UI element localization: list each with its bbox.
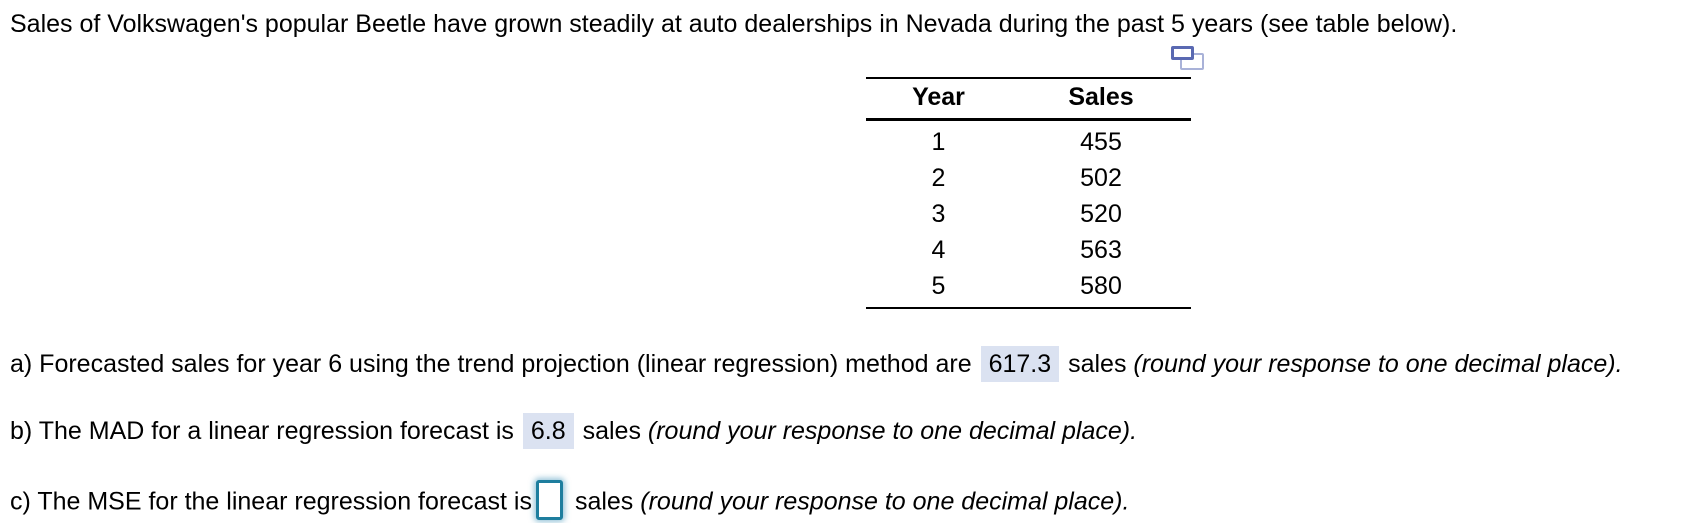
- table-row: 1 455: [866, 120, 1191, 161]
- sales-cell: 520: [1080, 200, 1122, 228]
- question-c-text: c) The MSE for the linear regression for…: [10, 487, 532, 516]
- year-cell: 1: [931, 128, 946, 156]
- table-row: 2 502: [866, 160, 1191, 196]
- rounding-note: (round your response to one decimal plac…: [1133, 350, 1623, 378]
- question-a: a) Forecasted sales for year 6 using the…: [10, 346, 1706, 382]
- problem-statement: Sales of Volkswagen's popular Beetle hav…: [10, 10, 1458, 38]
- sales-cell: 455: [1080, 128, 1122, 156]
- question-b: b) The MAD for a linear regression forec…: [10, 413, 1706, 449]
- answer-b-field[interactable]: 6.8: [522, 413, 574, 449]
- year-cell: 4: [931, 236, 946, 264]
- rounding-note: (round your response to one decimal plac…: [647, 417, 1138, 445]
- sales-cell: 502: [1080, 164, 1122, 192]
- question-b-text: b) The MAD for a linear regression forec…: [10, 417, 514, 445]
- popup-window-icon[interactable]: [1171, 46, 1205, 73]
- unit-label: sales: [582, 417, 641, 445]
- year-cell: 2: [931, 164, 946, 192]
- unit-label: sales: [1068, 350, 1127, 378]
- table-row: 3 520: [866, 196, 1191, 232]
- data-table-block: Year Sales 1 455 2 502 3 520 4: [866, 46, 1204, 309]
- unit-label: sales: [574, 487, 634, 516]
- mse-answer-input[interactable]: [535, 480, 563, 520]
- year-cell: 3: [931, 200, 946, 228]
- table-row: 4 563: [866, 232, 1191, 268]
- table-header-row: Year Sales: [866, 78, 1191, 121]
- table-row: 5 580: [866, 268, 1191, 308]
- question-c: c) The MSE for the linear regression for…: [10, 480, 1706, 523]
- sales-cell: 563: [1080, 236, 1122, 264]
- year-cell: 5: [931, 272, 946, 300]
- popup-window-icon-front: [1171, 46, 1194, 60]
- col-header-year: Year: [866, 78, 1011, 121]
- question-a-text: a) Forecasted sales for year 6 using the…: [10, 350, 972, 378]
- col-header-sales: Sales: [1011, 78, 1191, 121]
- rounding-note: (round your response to one decimal plac…: [640, 487, 1130, 516]
- answer-a-field[interactable]: 617.3: [980, 346, 1060, 382]
- sales-cell: 580: [1080, 272, 1122, 300]
- question-panel: Sales of Volkswagen's popular Beetle hav…: [0, 9, 1706, 523]
- sales-table: Year Sales 1 455 2 502 3 520 4: [866, 77, 1191, 309]
